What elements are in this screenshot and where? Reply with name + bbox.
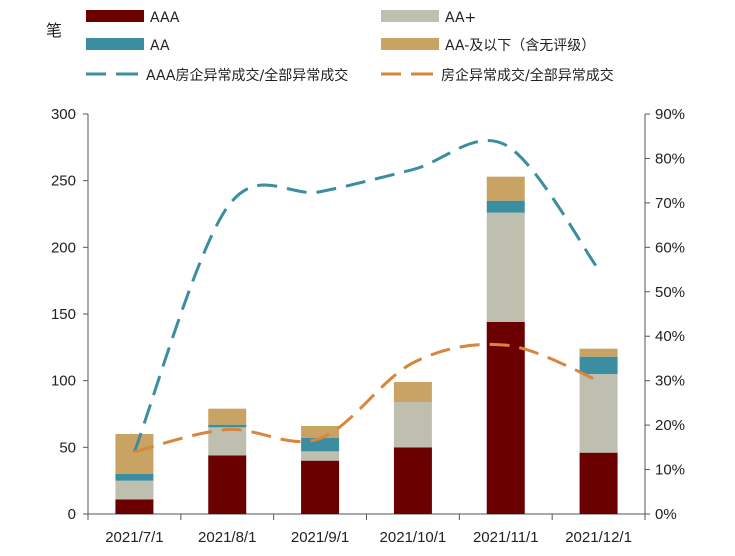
bar-aaa-2021/9/1 bbox=[301, 460, 340, 514]
bar-aa--2021/11/1 bbox=[486, 176, 525, 201]
legend-label-0: AAA bbox=[150, 10, 180, 26]
legend-label-3: AA-及以下（含无评级） bbox=[445, 38, 595, 54]
left-axis-tick-label: 200 bbox=[51, 239, 76, 256]
x-axis-tick-label: 2021/10/1 bbox=[380, 529, 447, 546]
left-axis-tick-label: 0 bbox=[68, 506, 76, 523]
left-axis-tick-label: 50 bbox=[59, 439, 76, 456]
bar-aa-2021/11/1 bbox=[486, 200, 525, 213]
bar-aa+-2021/7/1 bbox=[115, 480, 154, 500]
bar-aa+-2021/9/1 bbox=[301, 451, 340, 461]
right-axis-tick-label: 90% bbox=[655, 106, 685, 123]
right-axis-tick-label: 0% bbox=[655, 506, 677, 523]
line-aaa-ratio bbox=[133, 139, 600, 453]
bar-aa--2021/7/1 bbox=[115, 434, 154, 474]
right-axis-tick-label: 60% bbox=[655, 239, 685, 256]
bar-aa-2021/12/1 bbox=[579, 356, 618, 374]
right-axis-tick-label: 10% bbox=[655, 462, 685, 479]
x-axis-tick-label: 2021/11/1 bbox=[473, 529, 539, 546]
legend-swatch-2 bbox=[86, 38, 144, 50]
bar-aa+-2021/8/1 bbox=[208, 427, 247, 456]
bar-aaa-2021/8/1 bbox=[208, 455, 247, 514]
x-axis-tick-label: 2021/9/1 bbox=[291, 529, 349, 546]
left-axis-tick-label: 250 bbox=[51, 173, 76, 190]
x-axis-tick-label: 2021/12/1 bbox=[565, 529, 632, 546]
bar-aa--2021/10/1 bbox=[393, 382, 432, 402]
legend: AAA AA+ AA AA-及以下（含无评级） AAA房企异常成交/全部异常成交 房企异常… bbox=[86, 10, 614, 84]
bar-aa--2021/12/1 bbox=[579, 348, 618, 357]
legend-label-5: 房企异常成交/全部异常成交 bbox=[441, 67, 614, 84]
bar-aa+-2021/12/1 bbox=[579, 374, 618, 453]
legend-label-2: AA bbox=[150, 38, 170, 54]
left-axis-tick-label: 150 bbox=[51, 306, 76, 323]
right-axis-tick-label: 70% bbox=[655, 195, 685, 212]
right-axis-tick-label: 40% bbox=[655, 328, 685, 345]
right-axis-tick-label: 80% bbox=[655, 150, 685, 167]
bar-aa+-2021/11/1 bbox=[486, 212, 525, 322]
left-axis-tick-label: 300 bbox=[51, 106, 76, 123]
left-axis-tick-label: 100 bbox=[51, 373, 76, 390]
line-total-ratio bbox=[134, 342, 600, 454]
bar-aaa-2021/10/1 bbox=[393, 447, 432, 514]
bar-aaa-2021/12/1 bbox=[579, 452, 618, 514]
legend-label-1: AA+ bbox=[445, 10, 476, 26]
bar-aa--2021/9/1 bbox=[301, 426, 340, 438]
x-axis-tick-label: 2021/7/1 bbox=[105, 529, 163, 546]
legend-label-4: AAA房企异常成交/全部异常成交 bbox=[146, 67, 348, 84]
bar-aa--2021/8/1 bbox=[208, 408, 247, 425]
right-axis-tick-label: 20% bbox=[655, 417, 685, 434]
right-axis-tick-label: 50% bbox=[655, 284, 685, 301]
bar-aa-2021/8/1 bbox=[208, 424, 247, 428]
legend-swatch-3 bbox=[381, 38, 439, 50]
right-axis-tick-label: 30% bbox=[655, 373, 685, 390]
bar-aaa-2021/11/1 bbox=[486, 322, 525, 514]
left-axis-unit-label: 笔 bbox=[46, 21, 62, 40]
bar-aaa-2021/7/1 bbox=[115, 499, 154, 514]
legend-swatch-1 bbox=[381, 10, 439, 22]
bars bbox=[115, 176, 618, 514]
legend-swatch-0 bbox=[86, 10, 144, 22]
bar-aa-2021/7/1 bbox=[115, 474, 154, 481]
lines bbox=[133, 139, 600, 454]
axes: 0 50 100 150 200 250 300 0% 10% 20% 30% 40% 50% 60% 70… bbox=[51, 106, 685, 546]
x-axis-tick-label: 2021/8/1 bbox=[198, 529, 256, 546]
bar-aa+-2021/10/1 bbox=[393, 402, 432, 448]
